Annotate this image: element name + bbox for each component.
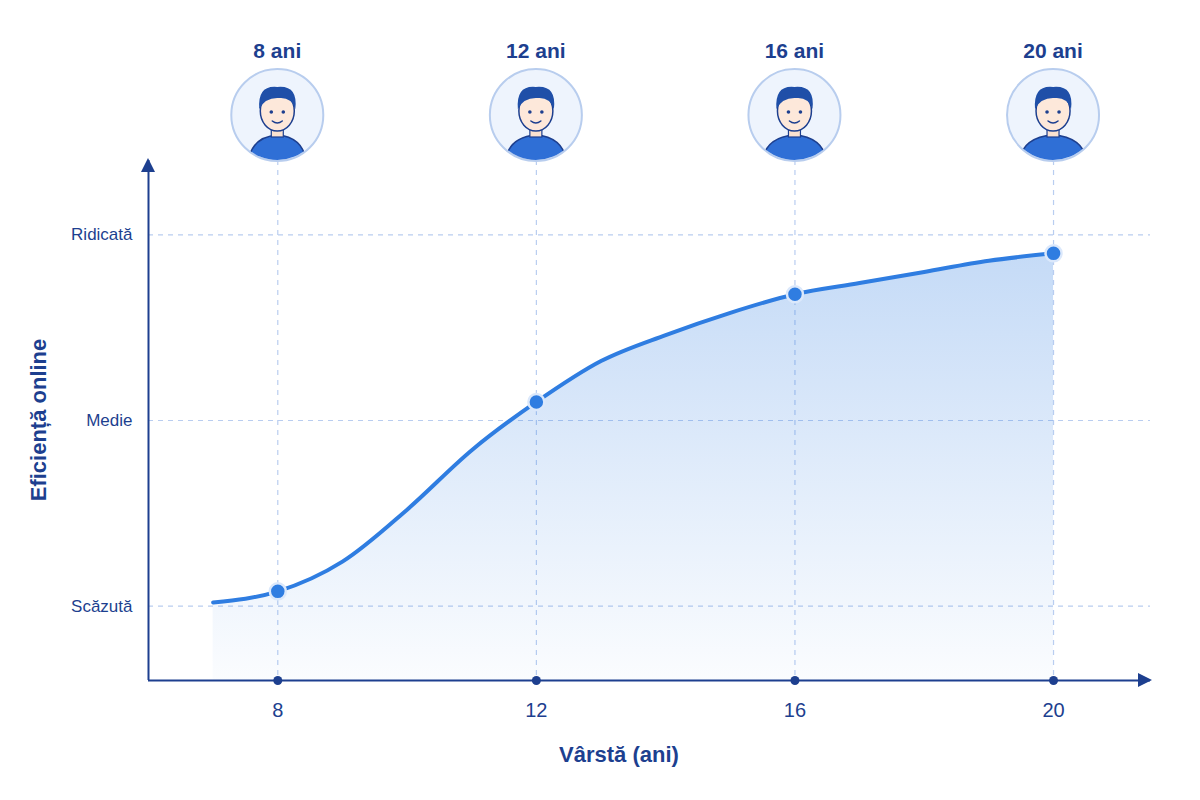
svg-text:Vârstă (ani): Vârstă (ani) <box>559 742 679 767</box>
svg-text:Ridicată: Ridicată <box>71 225 133 244</box>
svg-text:Scăzută: Scăzută <box>71 597 133 616</box>
svg-text:8: 8 <box>272 699 283 721</box>
svg-text:20 ani: 20 ani <box>1023 39 1083 62</box>
svg-text:12 ani: 12 ani <box>506 39 566 62</box>
svg-text:12: 12 <box>525 699 547 721</box>
svg-text:Medie: Medie <box>86 411 132 430</box>
svg-text:Eficiență online: Eficiență online <box>26 339 51 502</box>
svg-text:16 ani: 16 ani <box>765 39 825 62</box>
svg-text:8 ani: 8 ani <box>253 39 301 62</box>
svg-text:16: 16 <box>784 699 806 721</box>
svg-text:20: 20 <box>1042 699 1064 721</box>
